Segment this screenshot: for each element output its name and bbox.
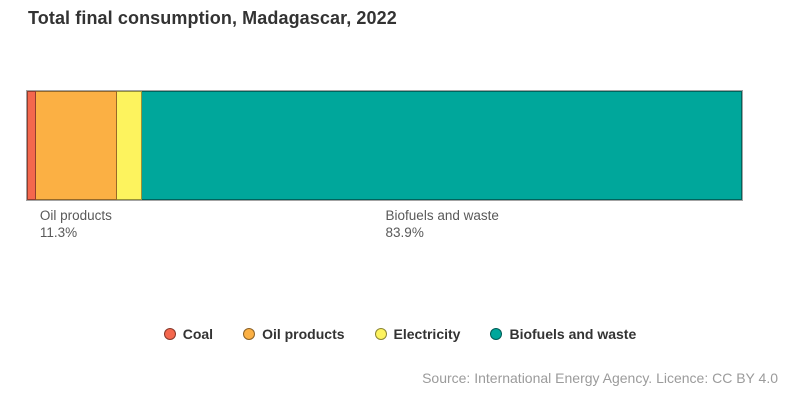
legend-swatch-oil-products-icon <box>243 328 256 340</box>
legend-item-oil-products[interactable]: Oil products <box>243 326 345 342</box>
legend-label: Coal <box>182 326 214 342</box>
bar-segment-electricity[interactable] <box>117 91 143 200</box>
bar-label-oil-products: Oil products 11.3% <box>40 207 112 241</box>
legend-item-coal[interactable]: Coal <box>163 326 214 342</box>
bar-segment-biofuels-and-waste[interactable] <box>142 91 742 200</box>
legend-label: Biofuels and waste <box>509 326 637 342</box>
legend: Coal Oil products Electricity Biofuels and … <box>0 326 800 342</box>
legend-label: Electricity <box>393 326 461 342</box>
legend-swatch-coal-icon <box>163 328 176 340</box>
bar-segment-oil-products[interactable] <box>36 91 118 200</box>
bar-segment-coal[interactable] <box>27 91 37 200</box>
legend-swatch-biofuels-and-waste-icon <box>490 328 503 340</box>
bar-labels: Oil products 11.3% Biofuels and waste 83.9% <box>26 207 743 247</box>
bar-label-percent: 11.3% <box>39 225 78 240</box>
legend-item-biofuels-and-waste[interactable]: Biofuels and waste <box>490 326 636 342</box>
legend-item-electricity[interactable]: Electricity <box>374 326 461 342</box>
source-note: Source: International Energy Agency. Lic… <box>422 370 778 386</box>
bar-label-percent: 83.9% <box>385 225 424 240</box>
stacked-bar <box>26 90 743 201</box>
legend-label: Oil products <box>262 326 345 342</box>
bar-label-name: Biofuels and waste <box>385 208 499 223</box>
bar-label-biofuels-and-waste: Biofuels and waste 83.9% <box>386 207 499 241</box>
chart-title: Total final consumption, Madagascar, 202… <box>28 8 397 28</box>
legend-swatch-electricity-icon <box>374 328 387 340</box>
bar-label-name: Oil products <box>39 208 112 223</box>
